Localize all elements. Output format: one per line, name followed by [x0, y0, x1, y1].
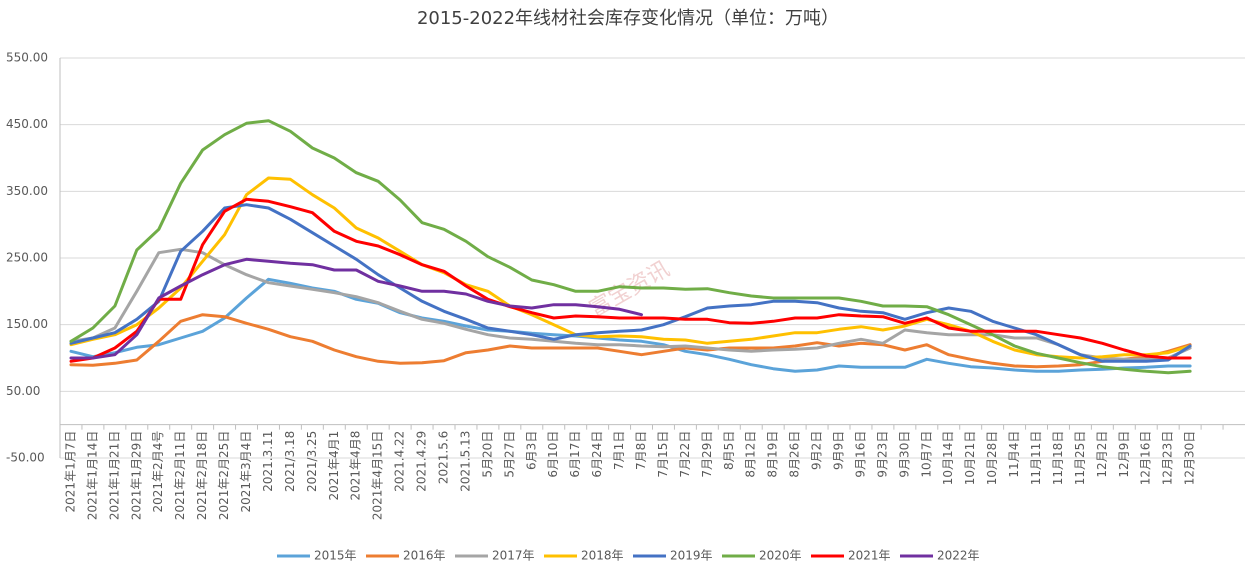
- x-tick-label: 2021年4月8: [349, 431, 363, 501]
- x-tick-label: 2021年1月14日: [85, 431, 99, 520]
- x-tick-label: 2021年1月21日: [107, 431, 121, 520]
- x-tick-label: 8月5日: [722, 431, 736, 470]
- legend-label: 2018年: [581, 549, 624, 563]
- x-tick-label: 2021年1月29日: [129, 431, 143, 520]
- series-line: [69, 119, 1192, 375]
- series-line: [69, 277, 1192, 373]
- x-tick-label: 2021/3.18: [283, 431, 297, 492]
- x-tick-label: 6月3日: [524, 431, 538, 470]
- x-tick-label: 11月4日: [1007, 431, 1021, 478]
- x-tick-label: 12月23日: [1161, 431, 1175, 486]
- x-tick-label: 9月23日: [875, 431, 889, 478]
- x-tick-label: 6月24日: [590, 431, 604, 478]
- x-tick-label: 7月22日: [678, 431, 692, 478]
- series-line: [69, 203, 1192, 363]
- x-tick-label: 6月10日: [546, 431, 560, 478]
- x-tick-label: 2021.5.6: [437, 431, 451, 484]
- x-tick-label: 10月7日: [919, 431, 933, 478]
- x-tick-label: 2021年2月4号: [151, 431, 165, 513]
- x-tick-label: 2021年2月11日: [173, 431, 187, 520]
- y-tick-label: 150.00: [6, 317, 48, 331]
- legend-label: 2022年: [937, 549, 980, 563]
- legend-label: 2017年: [492, 549, 535, 563]
- x-tick-label: 12月9日: [1117, 431, 1131, 478]
- x-tick-label: 7月29日: [700, 431, 714, 478]
- x-tick-label: 2021年4月1: [327, 431, 341, 501]
- series-line: [69, 247, 1192, 361]
- y-tick-label: 50.00: [6, 384, 40, 398]
- y-tick-label: 250.00: [6, 251, 48, 265]
- x-tick-label: 11月11日: [1029, 431, 1043, 486]
- y-tick-label: -50.00: [6, 451, 45, 465]
- legend-label: 2019年: [670, 549, 713, 563]
- x-tick-label: 5月27日: [502, 431, 516, 478]
- x-tick-label: 8月12日: [744, 431, 758, 478]
- x-tick-label: 10月14日: [941, 431, 955, 486]
- x-tick-label: 8月26日: [788, 431, 802, 478]
- series-line: [69, 313, 1192, 369]
- x-tick-label: 2021年3月4日: [239, 431, 253, 513]
- y-tick-label: 350.00: [6, 184, 48, 198]
- x-tick-label: 2021.3.11: [261, 431, 275, 492]
- x-tick-label: 12月30日: [1183, 431, 1197, 486]
- y-tick-label: 450.00: [6, 117, 48, 131]
- x-tick-label: 2021/3.25: [305, 431, 319, 492]
- x-tick-label: 10月21日: [963, 431, 977, 486]
- x-tick-label: 2021年4月15日: [371, 431, 385, 520]
- x-tick-label: 10月28日: [985, 431, 999, 486]
- x-tick-label: 7月8日: [634, 431, 648, 470]
- x-tick-label: 2021.4.29: [415, 431, 429, 492]
- x-tick-label: 9月2日: [810, 431, 824, 470]
- legend-label: 2020年: [759, 549, 802, 563]
- x-tick-label: 5月20日: [480, 431, 494, 478]
- x-tick-label: 2021年1月7日: [63, 431, 77, 513]
- x-tick-label: 9月16日: [853, 431, 867, 478]
- x-tick-label: 9月9日: [832, 431, 846, 470]
- series-line: [69, 176, 1192, 360]
- series-line: [69, 197, 1192, 363]
- x-tick-label: 11月18日: [1051, 431, 1065, 486]
- legend-label: 2015年: [314, 549, 357, 563]
- x-tick-label: 6月17日: [568, 431, 582, 478]
- x-tick-label: 7月15日: [656, 431, 670, 478]
- x-tick-label: 11月25日: [1073, 431, 1087, 486]
- y-tick-label: 550.00: [6, 51, 48, 65]
- x-tick-label: 2021年2月18日: [195, 431, 209, 520]
- legend-label: 2016年: [403, 549, 446, 563]
- x-tick-label: 9月30日: [897, 431, 911, 478]
- legend-label: 2021年: [848, 549, 891, 563]
- x-tick-label: 12月2日: [1095, 431, 1109, 478]
- x-tick-label: 2021年2月25日: [217, 431, 231, 520]
- chart-title: 2015-2022年线材社会库存变化情况（单位：万吨）: [417, 8, 839, 29]
- series-line: [69, 257, 643, 360]
- x-tick-label: 7月1日: [612, 431, 626, 470]
- x-tick-label: 2021.5.13: [458, 431, 472, 492]
- x-tick-label: 12月16日: [1139, 431, 1153, 486]
- x-tick-label: 2021.4.22: [393, 431, 407, 492]
- x-tick-label: 8月19日: [766, 431, 780, 478]
